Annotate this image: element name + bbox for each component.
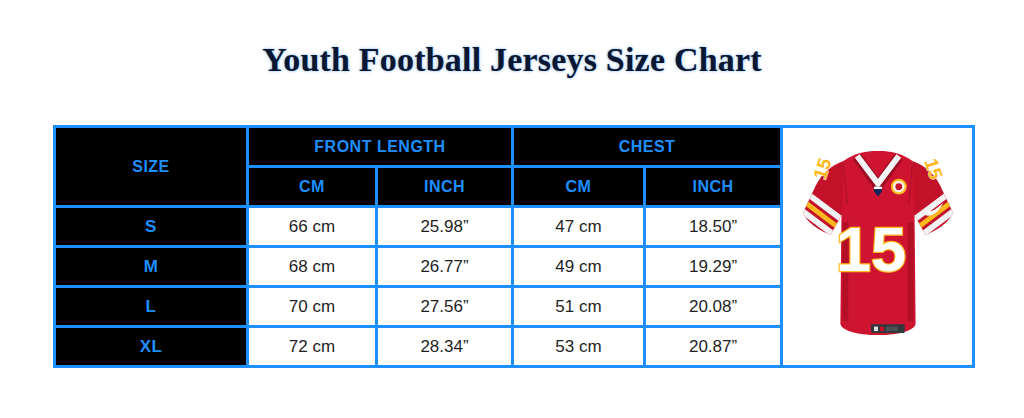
chest-cm-value: 51 cm — [513, 287, 645, 327]
column-header-chest-cm: CM — [513, 167, 645, 207]
column-group-front-length: FRONT LENGTH — [248, 127, 513, 167]
chest-inch-value: 20.08” — [645, 287, 782, 327]
page-title: Youth Football Jerseys Size Chart — [0, 41, 1024, 79]
size-label: XL — [55, 327, 248, 367]
column-header-front-length-inch: INCH — [377, 167, 513, 207]
column-group-chest: CHEST — [513, 127, 782, 167]
jersey-right-mesh — [907, 222, 913, 321]
front-length-inch-value: 28.34” — [377, 327, 513, 367]
jersey-image: 15 15 — [786, 129, 970, 361]
chest-cm-value: 47 cm — [513, 207, 645, 247]
front-length-inch-value: 26.77” — [377, 247, 513, 287]
front-length-cm-value: 66 cm — [248, 207, 377, 247]
chest-cm-value: 49 cm — [513, 247, 645, 287]
chest-inch-value: 19.29” — [645, 247, 782, 287]
size-label: L — [55, 287, 248, 327]
column-header-size: SIZE — [55, 127, 248, 207]
jersey-jock-tag — [871, 324, 905, 333]
jersey-number: 15 — [835, 213, 905, 283]
front-length-inch-value: 25.98” — [377, 207, 513, 247]
chiefs-logo-icon — [890, 178, 906, 194]
chest-inch-value: 20.87” — [645, 327, 782, 367]
size-chart-table: SIZE FRONT LENGTH CHEST — [53, 125, 975, 368]
size-label: M — [55, 247, 248, 287]
jersey-product-image: 15 15 — [782, 127, 974, 367]
column-header-front-length-cm: CM — [248, 167, 377, 207]
chest-inch-value: 18.50” — [645, 207, 782, 247]
chest-cm-value: 53 cm — [513, 327, 645, 367]
size-label: S — [55, 207, 248, 247]
column-header-chest-inch: INCH — [645, 167, 782, 207]
front-length-cm-value: 72 cm — [248, 327, 377, 367]
front-length-inch-value: 27.56” — [377, 287, 513, 327]
front-length-cm-value: 70 cm — [248, 287, 377, 327]
front-length-cm-value: 68 cm — [248, 247, 377, 287]
